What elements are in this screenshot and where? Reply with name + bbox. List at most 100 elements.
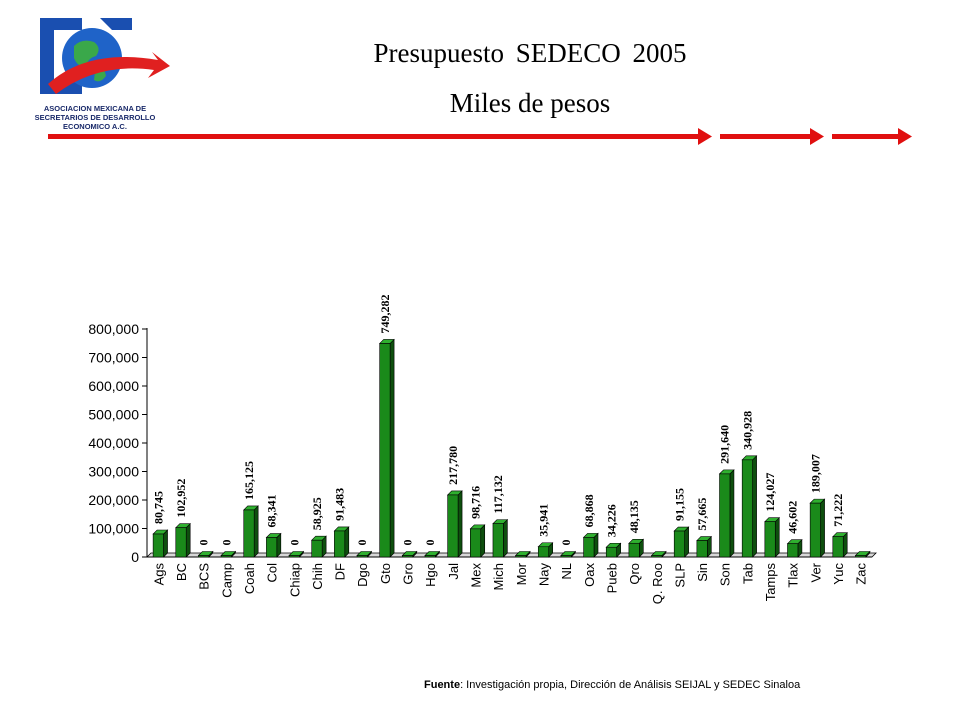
category-label: Mex: [469, 563, 484, 588]
bar-side: [185, 522, 191, 558]
bar: [605, 546, 617, 558]
bar-side: [774, 516, 780, 558]
data-label: 189,007: [808, 454, 822, 493]
bar: [673, 530, 685, 558]
y-tick-label: 200,000: [88, 492, 139, 508]
bar-side: [503, 518, 508, 558]
data-label: 91,155: [672, 488, 686, 521]
bar: [152, 533, 164, 558]
bar: [470, 528, 482, 558]
category-label: Chiap: [287, 563, 302, 597]
bar-side: [752, 455, 757, 558]
data-label: 0: [423, 540, 437, 546]
bar: [447, 494, 459, 558]
category-label: Col: [265, 563, 280, 583]
data-label: 217,780: [446, 446, 460, 485]
bar-side: [253, 505, 259, 558]
data-label: 98,716: [469, 486, 483, 519]
category-label: Camp: [219, 563, 234, 598]
bar: [560, 555, 572, 558]
category-label: Mich: [491, 563, 506, 590]
bar-side: [344, 526, 350, 558]
bar: [266, 537, 278, 558]
y-tick-label: 0: [131, 549, 139, 565]
y-tick-label: 700,000: [88, 350, 139, 366]
source-label: Fuente: [424, 679, 461, 691]
data-label: 117,132: [491, 475, 505, 513]
y-tick-label: 800,000: [88, 321, 139, 337]
bar: [696, 540, 708, 558]
category-label: SLP: [672, 563, 687, 588]
bar: [175, 527, 187, 558]
bar: [583, 537, 595, 558]
source-text: : Investigación propia, Dirección de Aná…: [460, 679, 801, 691]
data-label: 291,640: [718, 425, 732, 464]
category-label: Jal: [446, 563, 461, 580]
data-label: 340,928: [740, 411, 754, 450]
data-label: 68,868: [582, 494, 596, 527]
data-label: 35,941: [536, 504, 550, 537]
logo-text-line-1: ASOCIACION MEXICANA DE: [44, 104, 146, 113]
category-label: Gto: [378, 563, 393, 584]
data-label: 0: [197, 540, 211, 546]
bar: [628, 542, 640, 558]
category-label: Tlax: [786, 563, 801, 588]
bar: [424, 555, 436, 558]
category-label: Mor: [514, 562, 529, 585]
y-tick-label: 600,000: [88, 378, 139, 394]
category-label: Sin: [695, 563, 710, 582]
category-label: Gro: [401, 563, 416, 585]
bar: [288, 555, 300, 558]
arrow-1: [48, 128, 712, 145]
category-label: Pueb: [604, 563, 619, 593]
data-label: 58,925: [310, 497, 324, 530]
bar-side: [684, 526, 689, 558]
category-label: Oax: [582, 563, 597, 587]
data-label: 165,125: [242, 461, 256, 500]
bar: [220, 555, 232, 558]
category-label: BC: [174, 563, 189, 581]
bar: [651, 555, 663, 558]
y-tick-label: 500,000: [88, 407, 139, 423]
arrow-3: [832, 128, 912, 145]
data-label: 0: [401, 540, 415, 546]
category-label: DF: [333, 563, 348, 580]
category-label: Nay: [536, 563, 551, 587]
bar-side: [457, 490, 463, 558]
bar-side: [729, 469, 735, 558]
category-label: Ags: [151, 563, 166, 586]
bar: [198, 555, 210, 558]
bar: [832, 536, 844, 558]
bar: [402, 555, 414, 558]
y-tick-label: 100,000: [88, 521, 139, 537]
category-label: Hgo: [423, 563, 438, 587]
category-label: Q. Roo: [650, 563, 665, 604]
category-label: Tab: [740, 563, 755, 584]
bar-side: [820, 498, 825, 558]
page-title: Presupuesto SEDECO 2005: [373, 38, 687, 68]
bar: [492, 523, 504, 558]
bar-side: [163, 529, 168, 558]
data-label: 0: [355, 540, 369, 546]
y-tick-label: 300,000: [88, 464, 139, 480]
category-label: NL: [559, 563, 574, 580]
bar: [537, 546, 549, 558]
category-label: Yuc: [831, 563, 846, 585]
data-label: 71,222: [831, 494, 845, 527]
data-label: 68,341: [265, 495, 279, 528]
logo-text-line-3: ECONOMICO A.C.: [63, 122, 127, 131]
bar: [311, 539, 323, 558]
bar: [334, 530, 346, 558]
category-label: Son: [718, 563, 733, 586]
category-label: Chih: [310, 563, 325, 590]
y-tick-label: 400,000: [88, 435, 139, 451]
data-label: 80,745: [151, 491, 165, 524]
category-label: BCS: [197, 563, 212, 590]
bar: [855, 555, 867, 558]
category-label: Dgo: [355, 563, 370, 587]
bar-side: [480, 524, 486, 558]
source-note: Fuente: Investigación propia, Dirección …: [424, 679, 800, 691]
category-label: Qro: [627, 563, 642, 585]
data-label: 124,027: [763, 473, 777, 512]
